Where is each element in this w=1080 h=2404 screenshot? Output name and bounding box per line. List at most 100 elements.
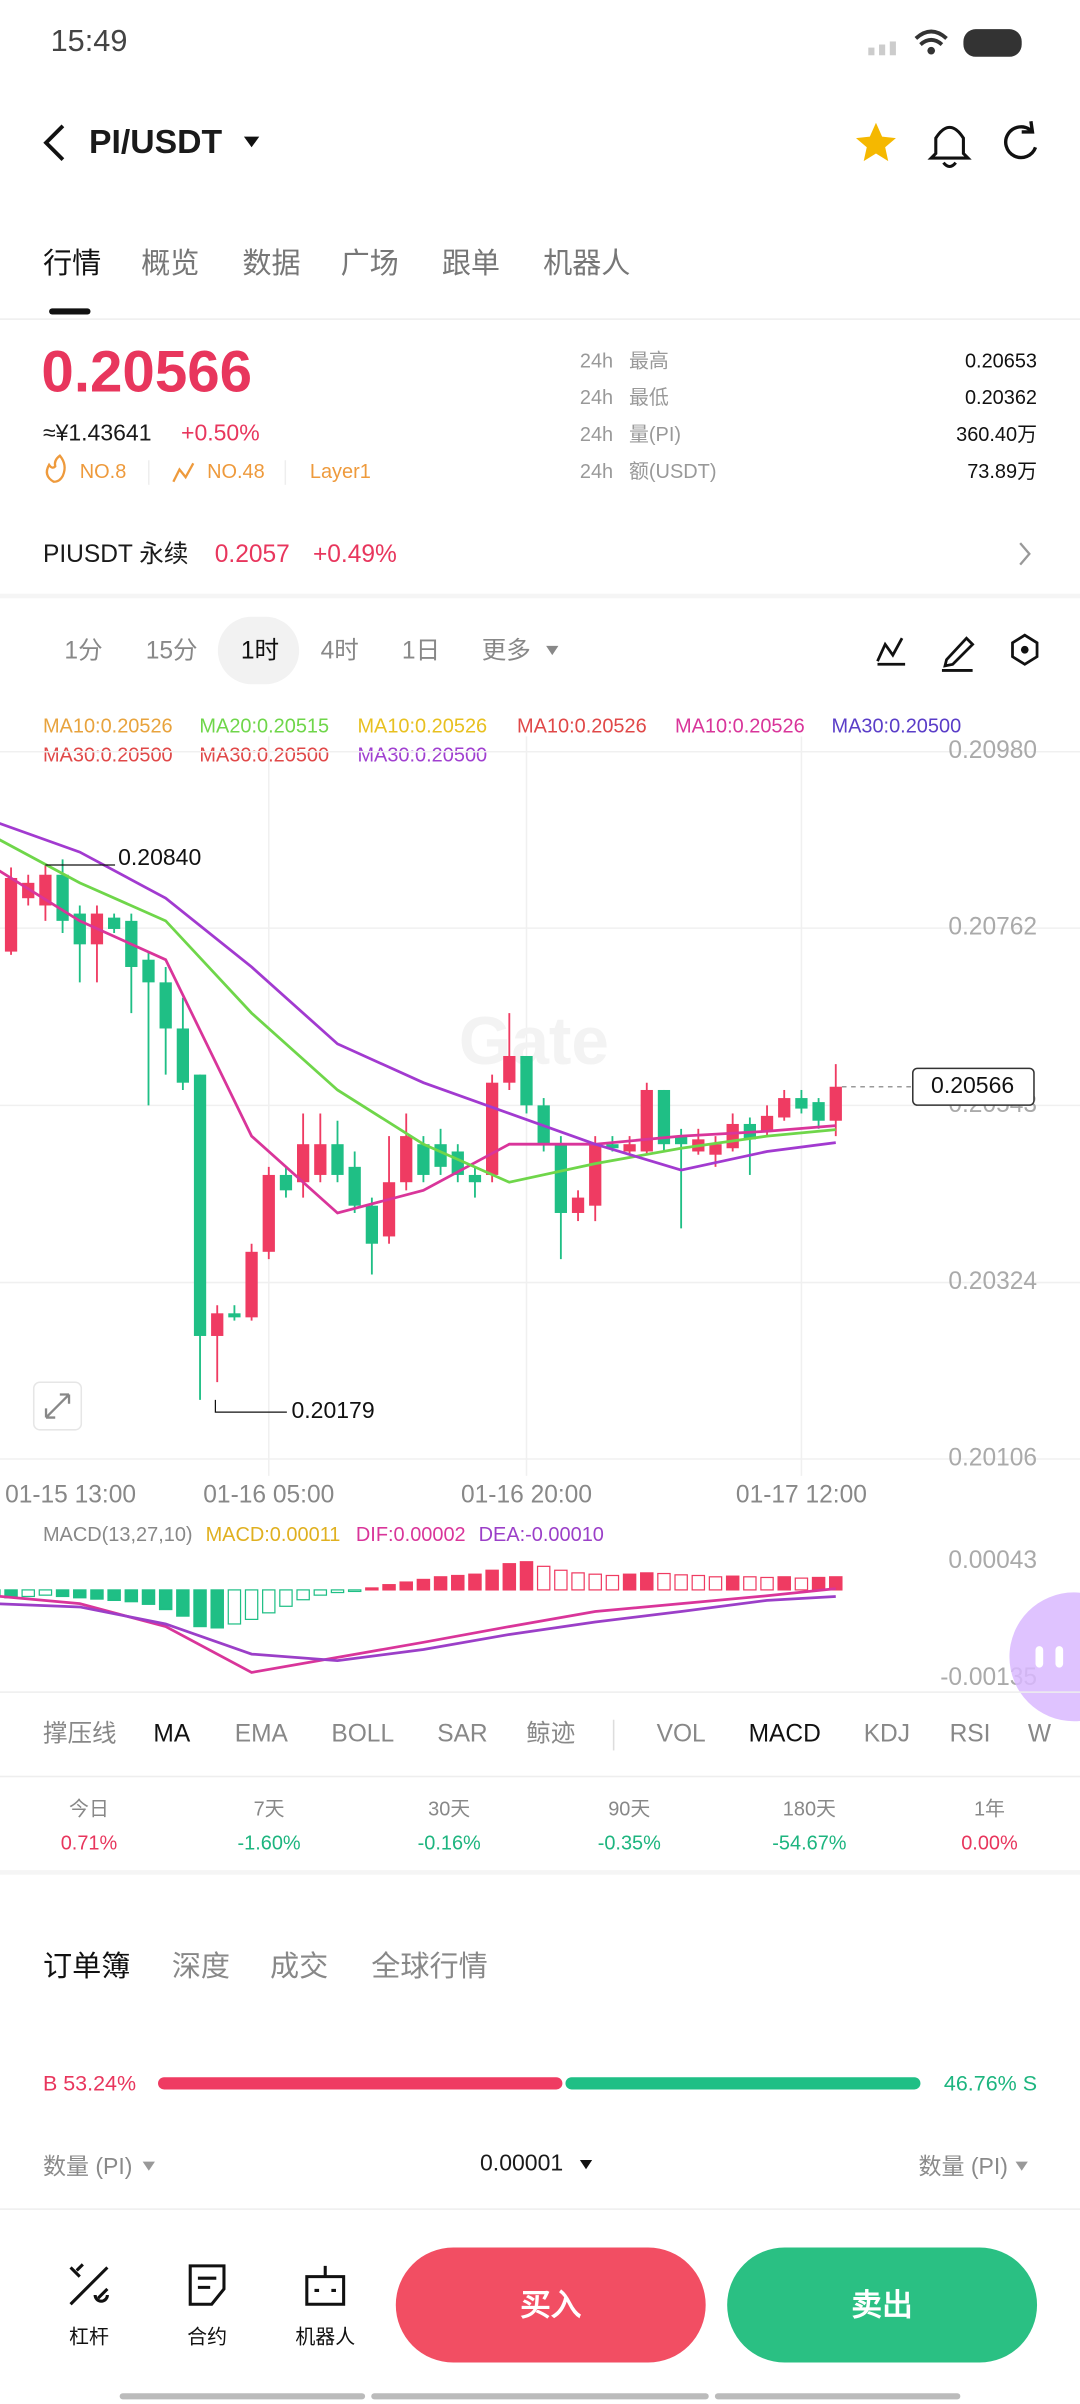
- macd-bar: [725, 1575, 740, 1591]
- macd-bar: [193, 1589, 207, 1628]
- indicator-option[interactable]: VOL: [657, 1721, 706, 1748]
- y-tick-label: 0.20762: [948, 914, 1037, 941]
- sell-button-label[interactable]: 卖出: [851, 2287, 912, 2322]
- candle-body: [159, 982, 172, 1029]
- chevron[interactable]: [1019, 542, 1031, 566]
- depth-qty-label[interactable]: 数量 (PI): [43, 2153, 132, 2179]
- indicator-option[interactable]: KDJ: [864, 1721, 910, 1748]
- stat-label: 量(PI): [629, 424, 681, 446]
- ma-legend: MA20:0.20515: [199, 715, 329, 737]
- macd-bar: [313, 1589, 328, 1596]
- alert-bell[interactable]: [927, 125, 972, 169]
- candle-body: [709, 1144, 722, 1155]
- indicator-option[interactable]: BOLL: [331, 1721, 394, 1748]
- candle-body: [640, 1089, 653, 1152]
- macd-bar: [141, 1589, 156, 1605]
- nav-label[interactable]: 机器人: [295, 2325, 355, 2348]
- interval-option[interactable]: 更多: [482, 637, 531, 665]
- share-button[interactable]: [1004, 120, 1038, 160]
- perp-name[interactable]: PIUSDT 永续: [43, 540, 188, 568]
- macd-bar: [571, 1572, 585, 1591]
- favorite-star[interactable]: [856, 122, 896, 162]
- settings-dot: [1020, 645, 1029, 654]
- period-change: -1.60%: [237, 1832, 300, 1854]
- buy-button[interactable]: [395, 2247, 706, 2363]
- sector-tag[interactable]: Layer1: [310, 461, 371, 483]
- indicator-option[interactable]: MA: [153, 1721, 190, 1748]
- interval-option[interactable]: 4时: [321, 637, 359, 665]
- indicator-option[interactable]: EMA: [235, 1721, 289, 1748]
- bot-icon[interactable]: [305, 2265, 346, 2306]
- draw-tool[interactable]: [941, 636, 975, 672]
- macd-bar: [416, 1578, 431, 1591]
- tab[interactable]: 广场: [341, 247, 399, 280]
- interval-option[interactable]: 1分: [64, 637, 102, 665]
- interval-option[interactable]: 1日: [402, 638, 440, 665]
- candle-body: [245, 1251, 258, 1318]
- indicator-option[interactable]: W: [1028, 1721, 1052, 1748]
- futures-icon[interactable]: [188, 2264, 226, 2306]
- tab-indicator: [49, 308, 91, 315]
- candle-body: [211, 1313, 224, 1336]
- ma-legend: MA10:0.20526: [43, 715, 173, 737]
- buy-button-label[interactable]: 买入: [520, 2287, 582, 2322]
- macd-bar: [176, 1589, 190, 1617]
- macd-bar: [536, 1565, 551, 1591]
- margin-icon[interactable]: [69, 2263, 109, 2306]
- macd-bar: [73, 1589, 87, 1599]
- macd-bar: [124, 1589, 139, 1603]
- macd-bar: [811, 1576, 826, 1591]
- tab[interactable]: 跟单: [442, 247, 500, 280]
- macd-bar: [210, 1589, 224, 1629]
- macd-bar: [296, 1589, 310, 1601]
- candle-body: [554, 1144, 567, 1213]
- more-dropdown[interactable]: [546, 645, 559, 656]
- macd-bar: [279, 1589, 293, 1607]
- stat-period: 24h: [580, 424, 613, 446]
- macd-bar: [674, 1574, 688, 1591]
- orderbook-tab[interactable]: 全球行情: [371, 1950, 488, 1983]
- nav-label[interactable]: 杠杆: [69, 2325, 109, 2348]
- indicator-option[interactable]: 撑压线: [43, 1720, 117, 1748]
- assistant-bubble[interactable]: [1009, 1592, 1080, 1722]
- tab[interactable]: 行情: [43, 247, 101, 280]
- indicator-option[interactable]: RSI: [950, 1721, 991, 1748]
- tab[interactable]: 数据: [242, 247, 300, 280]
- change-24h: +0.50%: [181, 419, 260, 445]
- orderbook-tab[interactable]: 成交: [270, 1950, 328, 1983]
- low-marker: [214, 1399, 287, 1413]
- tab[interactable]: 机器人: [543, 247, 630, 280]
- interval-option[interactable]: 15分: [146, 637, 198, 665]
- sell-button[interactable]: [727, 2247, 1038, 2363]
- pair-dropdown[interactable]: [243, 136, 260, 148]
- back-button[interactable]: [43, 124, 65, 161]
- ma-legend: MA30:0.20500: [357, 745, 487, 767]
- buy-ratio: B 53.24%: [43, 2072, 136, 2096]
- depth-precision[interactable]: 0.00001: [480, 2150, 563, 2176]
- indicator-option[interactable]: MACD: [749, 1721, 821, 1748]
- indicator-tool[interactable]: [876, 637, 906, 666]
- depth-qty-label[interactable]: 数量 (PI): [918, 2153, 1007, 2179]
- tab[interactable]: 概览: [141, 247, 199, 280]
- y-tick-label: 0.20106: [948, 1444, 1037, 1471]
- orderbook-tab[interactable]: 深度: [172, 1950, 230, 1983]
- macd-bar: [605, 1574, 620, 1591]
- nav-label[interactable]: 合约: [187, 2325, 227, 2348]
- candle-body: [606, 1144, 619, 1149]
- sell-ratio: 46.76% S: [944, 2072, 1037, 2096]
- indicator-option[interactable]: 鲸迹: [526, 1720, 575, 1748]
- orderbook-tab[interactable]: 订单簿: [43, 1950, 130, 1983]
- interval-option[interactable]: 1时: [241, 637, 279, 665]
- macd-bar: [468, 1573, 482, 1591]
- macd-bar: [743, 1576, 757, 1591]
- y-tick-label: 0.20980: [948, 737, 1037, 764]
- pair-title[interactable]: PI/USDT: [89, 123, 223, 161]
- indicator-option[interactable]: SAR: [437, 1721, 487, 1748]
- candle-area: Gate 0.20840 0.20179: [0, 822, 842, 1423]
- x-tick-label: 01-17 12:00: [736, 1481, 867, 1508]
- period-label: 180天: [783, 1799, 836, 1821]
- candle-body: [142, 959, 155, 983]
- settings-tool[interactable]: [1011, 633, 1039, 666]
